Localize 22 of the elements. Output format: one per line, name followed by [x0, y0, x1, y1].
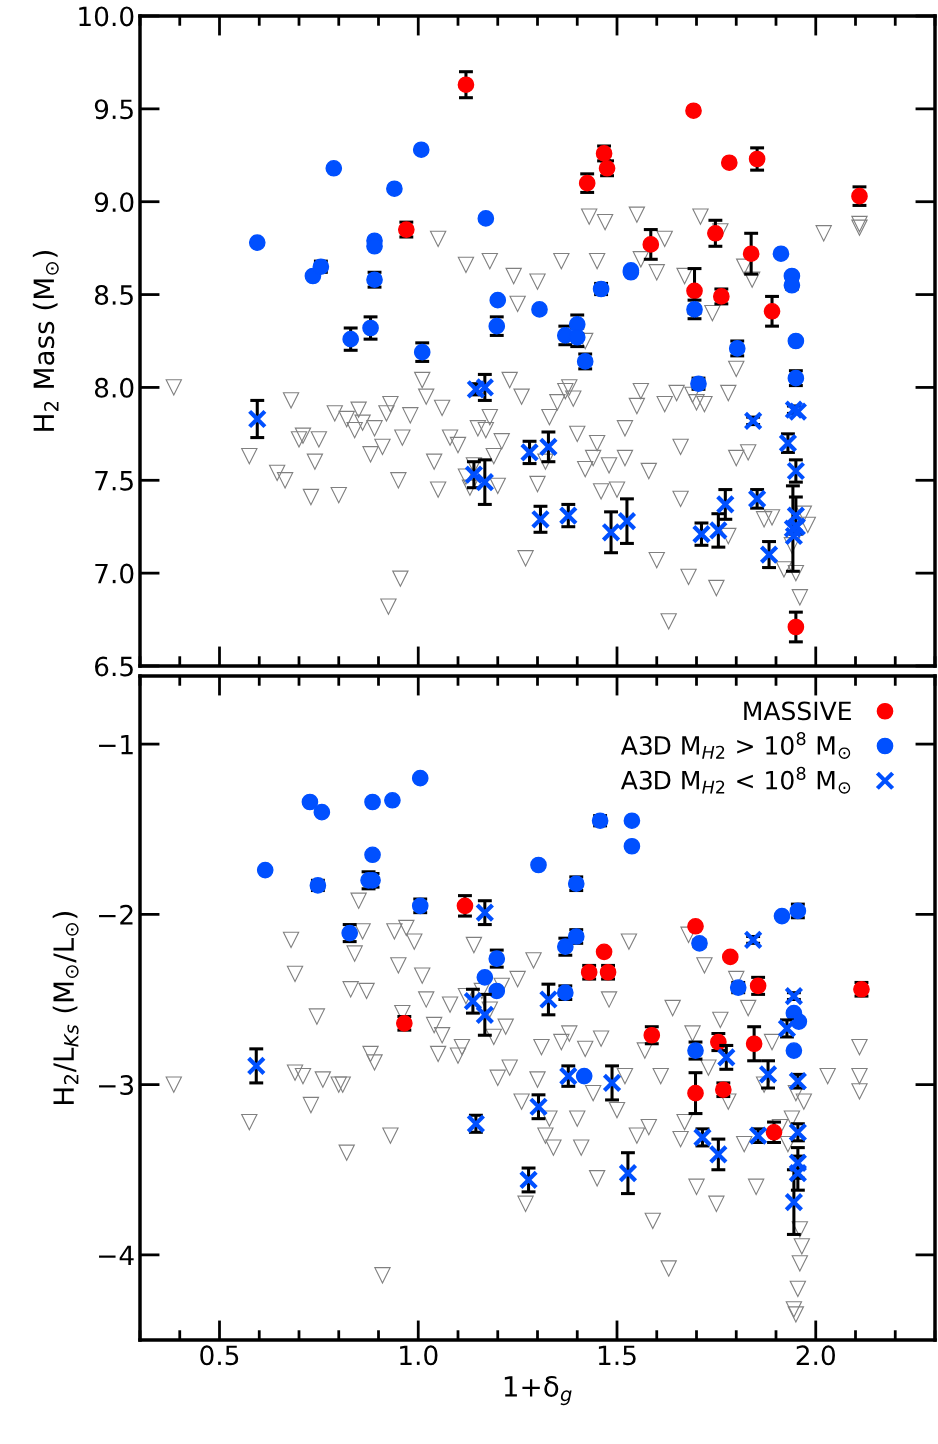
y-tick-label: 6.5 [95, 656, 133, 677]
y-tick-label: 8.5 [94, 285, 133, 305]
y-tick-label: −2 [99, 904, 133, 925]
y-tick-label: 9.5 [94, 99, 133, 120]
legend-label: MASSIVE [744, 701, 851, 721]
x-tick-label: 1.0 [400, 1345, 438, 1366]
y-tick-label: −1 [99, 734, 133, 755]
x-axis-title: 1+δ$_{g}$ [504, 1375, 572, 1406]
y-tick-label: 8.0 [94, 377, 134, 398]
y-axis-title: H$_{2}$ Mass (M$_{⊙}$) [32, 251, 59, 431]
x-tick-label: 1.5 [598, 1345, 636, 1366]
y-tick-label: −3 [99, 1075, 134, 1096]
y-tick-label: 7.5 [95, 471, 133, 491]
y-tick-label: 10.0 [79, 6, 134, 27]
x-tick-label: 0.5 [200, 1345, 239, 1366]
legend-label: A3D M$_{H2}$ < 10$^{8}$ M$_{⊙}$ [620, 766, 851, 794]
y-tick-label: 7.0 [95, 563, 134, 584]
y-tick-label: 9.0 [94, 192, 134, 213]
y-tick-label: −4 [99, 1245, 134, 1265]
legend-label: A3D M$_{H2}$ > 10$^{8}$ M$_{⊙}$ [620, 732, 851, 759]
x-tick-label: 2.0 [796, 1345, 835, 1366]
text: H$_{2}$/L$_{Ks}$ (M$_{⊙}$/L$_{⊙}$) [52, 912, 79, 1104]
